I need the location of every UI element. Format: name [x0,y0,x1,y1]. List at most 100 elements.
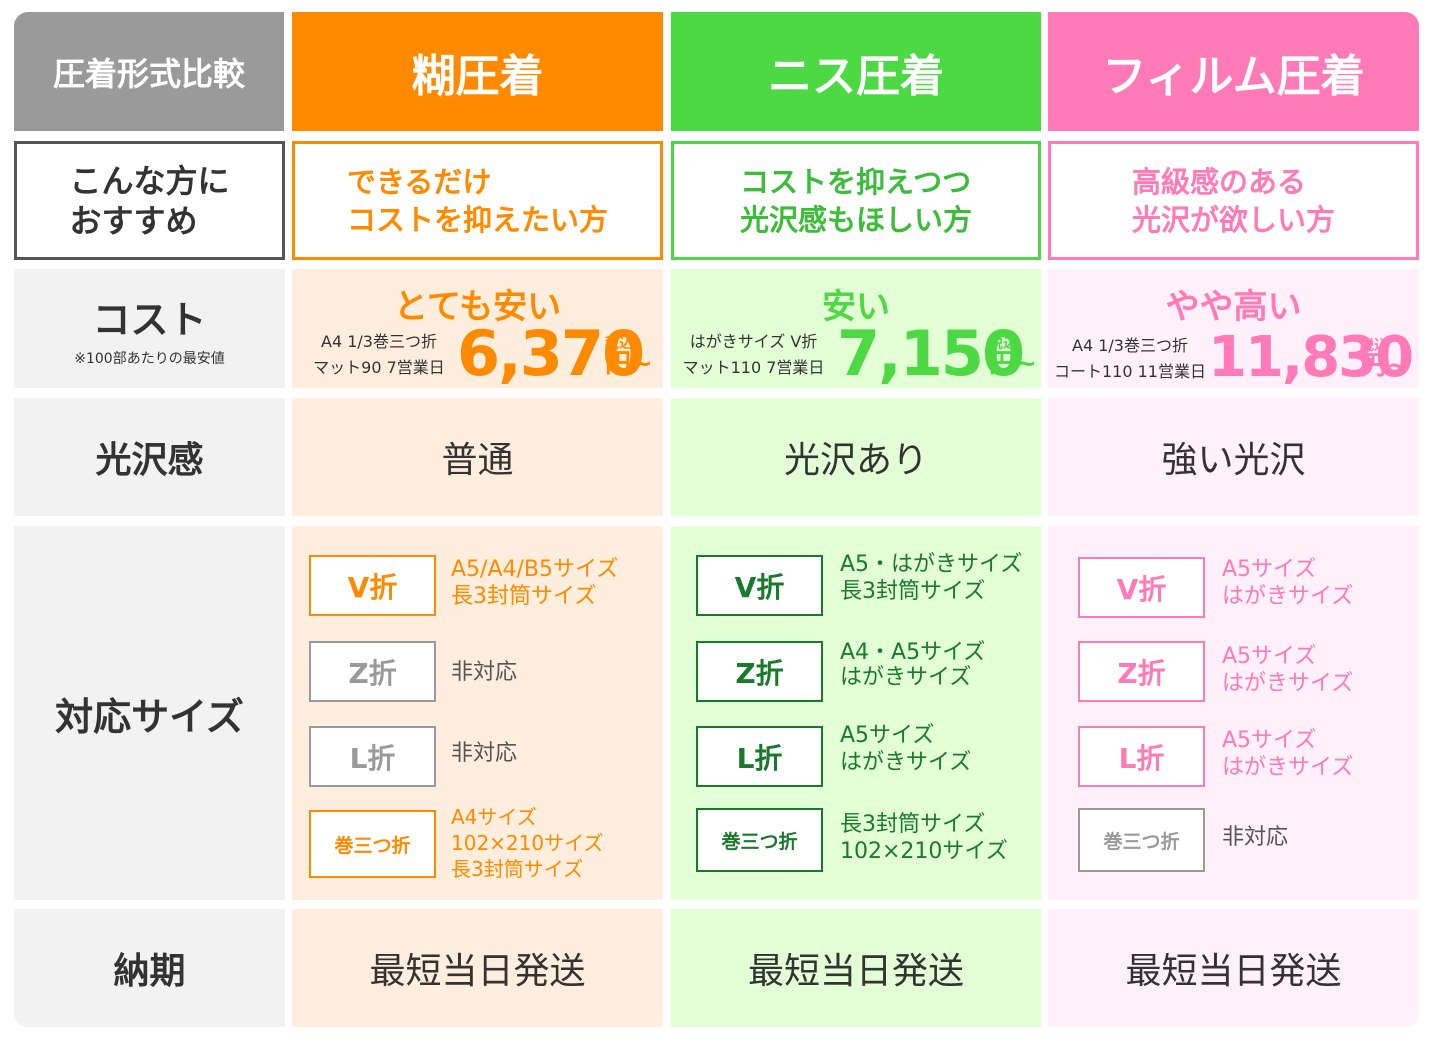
cost-nori-title: とても安い [393,287,562,327]
cost-nisu-spec1: はがきサイズ V折 [689,332,818,351]
delivery-film: 最短当日発送 [1048,909,1419,1027]
sizes-label: 対応サイズ [14,526,285,900]
cost-nisu-yen: 円~ [989,349,1037,379]
film-fold-maki-desc1: 非対応 [1222,825,1289,850]
recommend-label-line1: こんな方に [69,161,230,200]
cost-film-tax: 税込 [1360,338,1388,354]
nisu-fold-l-desc: A5サイズ はがきサイズ [840,722,971,776]
recommend-film-line1: 高級感のある [1131,164,1306,199]
cost-film-unit: 税込 円~ [1360,339,1408,379]
nisu-fold-v-desc1: A5・はがきサイズ [840,552,1023,577]
film-fold-l-desc2: はがきサイズ [1222,755,1354,780]
cost-nisu-spec2: マット110 7営業日 [682,358,825,377]
gloss-label: 光沢感 [14,398,285,516]
nori-fold-maki: 巻三つ折 [309,810,436,878]
film-fold-z-desc: A5サイズ はがきサイズ [1222,643,1353,697]
gloss-film: 強い光沢 [1048,398,1419,516]
cost-nori-unit: 税込 円~ [605,337,653,377]
nori-fold-l-desc1: 非対応 [451,741,518,766]
recommend-nori: できるだけ コストを抑えたい方 [292,141,663,260]
nori-fold-maki-desc1: A4サイズ [451,805,537,829]
recommend-label-line2: おすすめ [69,201,198,240]
recommend-nisu-line2: 光沢感もほしい方 [739,202,972,237]
film-fold-l-desc1: A5サイズ [1222,728,1317,753]
cost-film-spec: A4 1/3巻三つ折 コート110 11営業日 [1054,333,1206,385]
gloss-nori: 普通 [292,398,663,516]
nori-fold-z-desc: 非対応 [451,659,517,686]
cost-nori-tax: 税込 [605,336,633,352]
cost-film-price: 11,830 [1208,325,1414,390]
nori-fold-v-desc: A5/A4/B5サイズ 長3封筒サイズ [451,556,618,610]
cost-nori-spec: A4 1/3巻三つ折 マット90 7営業日 [304,329,454,381]
film-fold-v: V折 [1078,557,1205,618]
cost-film-title: やや高い [1165,287,1302,327]
film-fold-z-desc1: A5サイズ [1222,644,1317,669]
nisu-fold-z-desc: A4・A5サイズ はがきサイズ [840,640,985,690]
delivery-nori: 最短当日発送 [292,909,663,1027]
nisu-fold-maki-desc2: 102×210サイズ [840,839,1008,864]
header-nori: 糊圧着 [292,12,663,131]
film-fold-l-desc: A5サイズ はがきサイズ [1222,727,1353,781]
film-fold-z: Z折 [1078,641,1205,702]
nisu-fold-v-desc2: 長3封筒サイズ [840,579,986,604]
cost-nori-spec1: A4 1/3巻三つ折 [321,332,437,351]
nisu-fold-v: V折 [696,555,823,616]
cost-nori: とても安い A4 1/3巻三つ折 マット90 7営業日 6,370 税込 円~ [292,269,663,388]
film-fold-z-desc2: はがきサイズ [1222,671,1354,696]
film-fold-v-desc1: A5サイズ [1222,557,1317,582]
nisu-fold-z-desc2: はがきサイズ [840,665,972,690]
cost-film-yen: 円~ [1360,351,1408,381]
nisu-fold-maki-desc: 長3封筒サイズ 102×210サイズ [840,811,1008,865]
delivery-label: 納期 [14,909,285,1027]
header-label: 圧着形式比較 [14,12,284,131]
film-fold-maki-desc: 非対応 [1222,824,1288,851]
nisu-fold-l-desc1: A5サイズ [840,723,935,748]
nisu-fold-z-desc1: A4・A5サイズ [840,640,986,665]
nori-fold-z: Z折 [309,641,436,702]
nori-fold-l: L折 [309,726,436,787]
recommend-nori-line1: できるだけ [346,164,492,199]
recommend-film-line2: 光沢が欲しい方 [1131,202,1335,237]
nori-fold-v: V折 [309,555,436,616]
cost-nisu-unit: 税込 円~ [989,337,1037,377]
nisu-fold-maki-desc1: 長3封筒サイズ [840,812,986,837]
nori-fold-maki-desc2: 102×210サイズ [451,831,604,855]
cost-film-spec2: コート110 11営業日 [1054,362,1206,381]
nisu-fold-l-desc2: はがきサイズ [840,750,972,775]
film-fold-v-desc2: はがきサイズ [1222,584,1354,609]
nisu-fold-v-desc: A5・はがきサイズ 長3封筒サイズ [840,551,1022,605]
header-nisu: ニス圧着 [671,12,1041,131]
recommend-film: 高級感のある 光沢が欲しい方 [1048,141,1419,260]
header-film: フィルム圧着 [1048,12,1419,131]
delivery-nisu: 最短当日発送 [671,909,1041,1027]
cost-film-spec1: A4 1/3巻三つ折 [1072,336,1188,355]
film-fold-maki: 巻三つ折 [1078,808,1205,872]
nori-fold-l-desc: 非対応 [451,740,517,767]
cost-label: コスト [92,298,207,342]
cost-nisu: 安い はがきサイズ V折 マット110 7営業日 7,150 税込 円~ [671,269,1041,388]
cost-label-cell: コスト ※100部あたりの最安値 [14,269,285,388]
cost-film: やや高い A4 1/3巻三つ折 コート110 11営業日 11,830 税込 円… [1048,269,1419,390]
gloss-nisu: 光沢あり [671,398,1041,516]
recommend-nisu: コストを抑えつつ 光沢感もほしい方 [671,141,1041,260]
nisu-fold-z: Z折 [696,641,823,702]
cost-nisu-title: 安い [822,287,890,327]
film-fold-l: L折 [1078,726,1205,787]
film-fold-v-desc: A5サイズ はがきサイズ [1222,556,1353,610]
cost-nisu-price: 7,150 [837,317,1025,390]
recommend-nisu-line1: コストを抑えつつ [739,164,972,199]
nori-fold-maki-desc: A4サイズ 102×210サイズ 長3封筒サイズ [451,804,604,882]
recommend-nori-line2: コストを抑えたい方 [346,202,608,237]
cost-note: ※100部あたりの最安値 [74,351,225,367]
recommend-label: こんな方に おすすめ [14,141,285,260]
nori-fold-v-desc1: A5/A4/B5サイズ [451,557,619,582]
cost-nisu-spec: はがきサイズ V折 マット110 7営業日 [681,329,826,381]
nori-fold-maki-desc3: 長3封筒サイズ [451,857,584,881]
nisu-fold-maki: 巻三つ折 [696,808,823,872]
cost-nori-yen: 円~ [605,349,653,379]
nisu-fold-l: L折 [696,726,823,787]
cost-nori-spec2: マット90 7営業日 [313,358,445,377]
cost-nisu-tax: 税込 [989,336,1017,352]
nori-fold-z-desc1: 非対応 [451,660,518,685]
cost-nori-price: 6,370 [457,317,645,390]
